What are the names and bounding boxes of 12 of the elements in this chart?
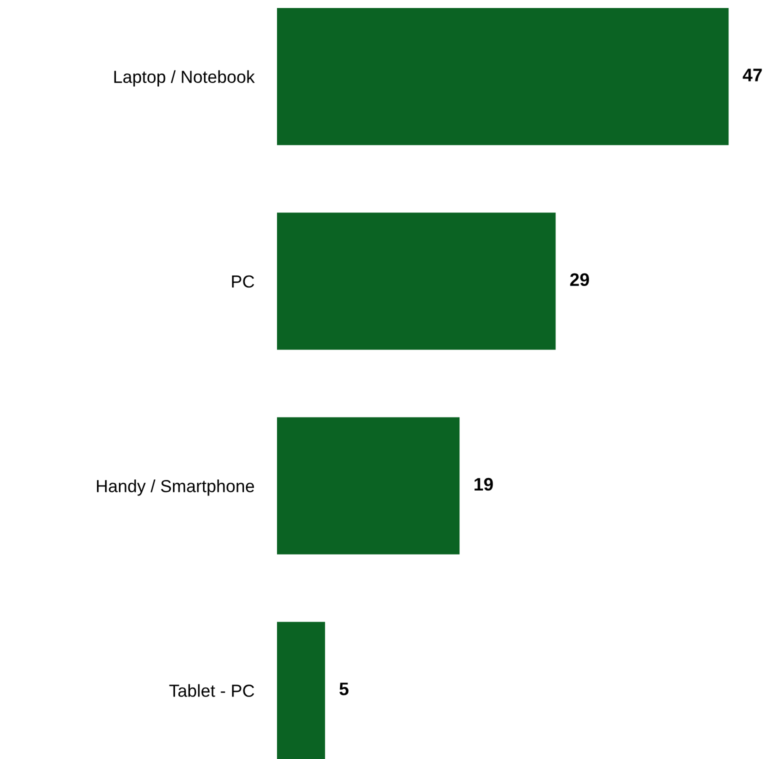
y-tick-label: Laptop / Notebook xyxy=(114,70,255,86)
data-label: 19 xyxy=(474,478,493,491)
bar xyxy=(277,417,460,554)
y-tick-label: PC xyxy=(232,275,254,288)
y-tick-label: Tablet - PC xyxy=(169,684,254,697)
data-label: 5 xyxy=(339,682,348,696)
bar xyxy=(277,8,729,146)
y-tick-label: Handy / Smartphone xyxy=(96,480,254,496)
data-label: 47 xyxy=(742,68,762,82)
bar xyxy=(277,622,326,759)
data-label: 29 xyxy=(570,273,589,286)
bar xyxy=(277,212,556,350)
